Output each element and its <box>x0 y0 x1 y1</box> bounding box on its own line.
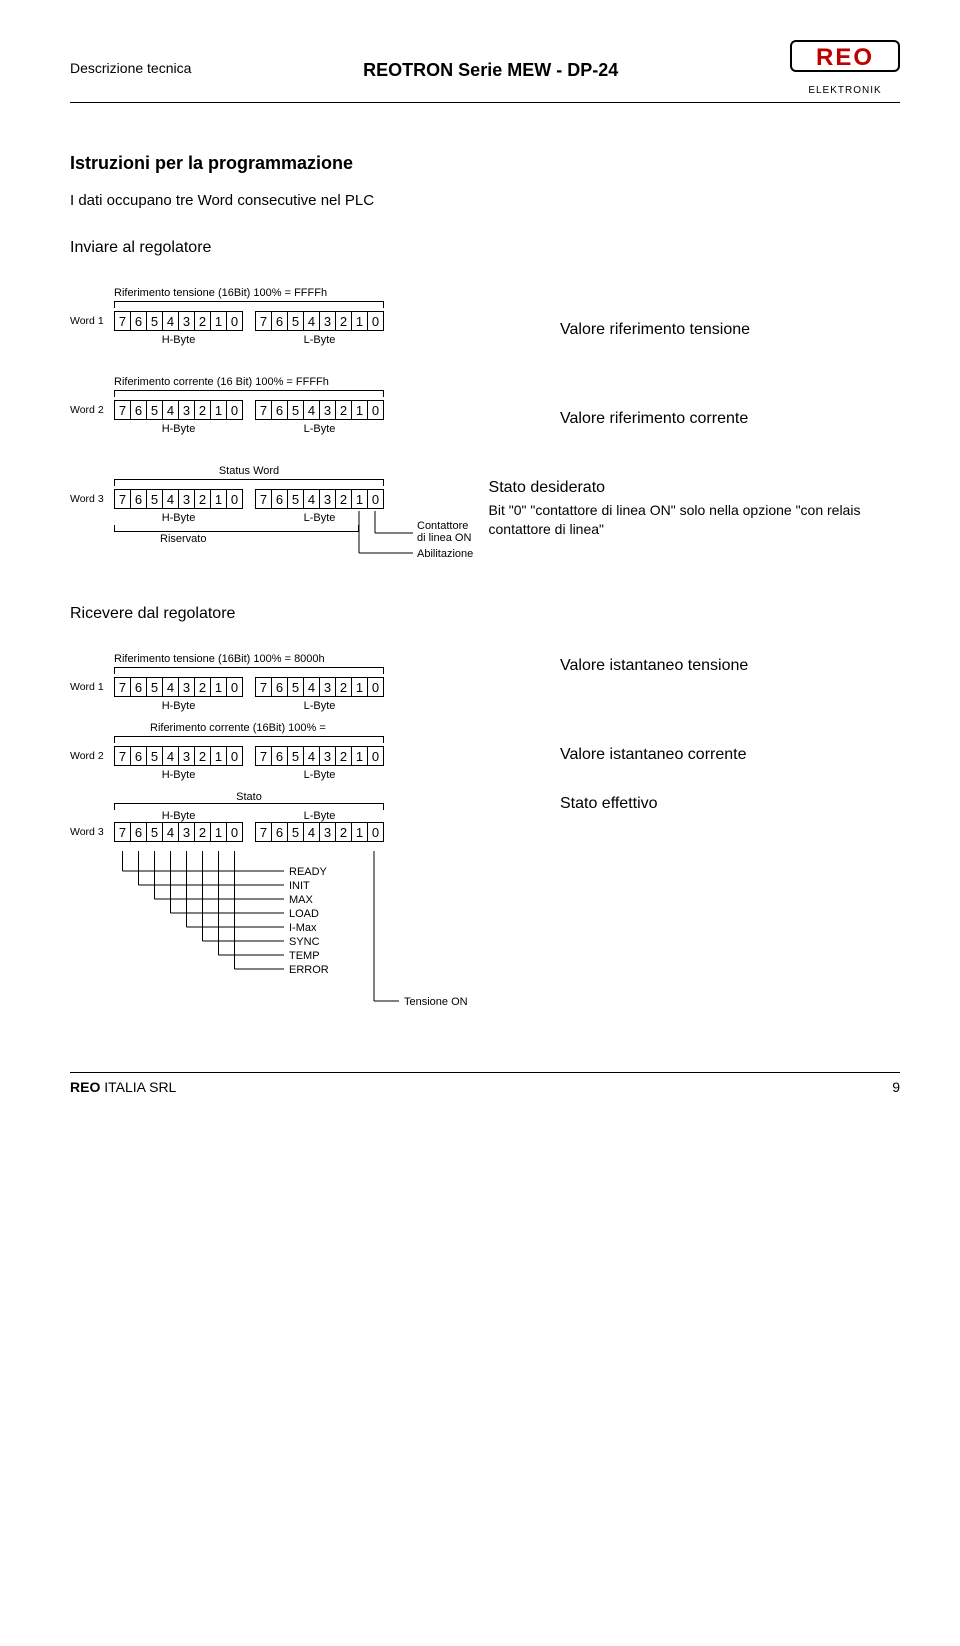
header-rule <box>70 102 900 103</box>
status-bit-label: MAX <box>289 894 314 906</box>
lbyte-label: L-Byte <box>255 334 384 346</box>
svg-text:di linea ON: di linea ON <box>417 532 471 544</box>
send-w1-lbyte: 76543210 <box>255 311 384 331</box>
subtitle: I dati occupano tre Word consecutive nel… <box>70 192 900 209</box>
recv-w3-desc: Stato effettivo <box>510 791 658 813</box>
status-bit-label: ERROR <box>289 964 329 976</box>
send-w3-caption: Status Word <box>114 465 384 477</box>
recv-w2-lbyte: 76543210 <box>255 746 384 766</box>
send-w3-desc-b: Bit "0" "contattore di linea ON" solo ne… <box>489 501 900 539</box>
recv-w1-lbyte: 76543210 <box>255 677 384 697</box>
word2-label: Word 2 <box>70 404 114 416</box>
recv-w3-hbyte: 76543210 <box>114 822 243 842</box>
status-tensione: Tensione ON <box>404 996 468 1008</box>
send-w3-hbyte: 76543210 <box>114 489 243 509</box>
send-w2-lbyte: 76543210 <box>255 400 384 420</box>
word3-label: Word 3 <box>70 493 114 505</box>
recv-w3-caption: Stato <box>114 791 384 803</box>
logo-subtext: ELEKTRONIK <box>790 85 900 96</box>
send-w1-desc: Valore riferimento tensione <box>510 287 750 339</box>
send-w2-caption: Riferimento corrente (16 Bit) 100% = FFF… <box>114 376 510 388</box>
send-w3-desc-a: Stato desiderato <box>489 479 900 497</box>
doc-header-center: REOTRON Serie MEW - DP-24 <box>363 40 618 81</box>
footer-left: REO ITALIA SRL <box>70 1079 176 1095</box>
recv-w3-lbyte: 76543210 <box>255 822 384 842</box>
send-w3-lbyte: 76543210 <box>255 489 384 509</box>
status-bits-diagram: Tensione ON READY INIT MAX LOAD I-Max SYNC TEM… <box>114 851 474 1021</box>
doc-header-left: Descrizione tecnica <box>70 40 191 76</box>
status-bit-label: I-Max <box>289 922 317 934</box>
send-w1-caption: Riferimento tensione (16Bit) 100% = FFFF… <box>114 287 510 299</box>
send-w1-hbyte: 76543210 <box>114 311 243 331</box>
recv-title: Ricevere dal regolatore <box>70 605 900 623</box>
recv-w1-hbyte: 76543210 <box>114 677 243 697</box>
send-tail-contactor: Contattore <box>417 520 468 532</box>
recv-w1-caption: Riferimento tensione (16Bit) 100% = 8000… <box>114 653 510 665</box>
recv-w2-hbyte: 76543210 <box>114 746 243 766</box>
send-w2-desc: Valore riferimento corrente <box>510 376 748 428</box>
footer-page: 9 <box>892 1079 900 1095</box>
status-bit-label: READY <box>289 866 328 878</box>
status-bit-label: LOAD <box>289 908 319 920</box>
send-w2-hbyte: 76543210 <box>114 400 243 420</box>
main-title: Istruzioni per la programmazione <box>70 153 900 174</box>
logo: REO ELEKTRONIK <box>790 40 900 96</box>
send-tail-enable: Abilitazione <box>417 548 473 560</box>
recv-w2-desc: Valore istantaneo corrente <box>510 722 746 764</box>
hbyte-label: H-Byte <box>114 334 243 346</box>
logo-text: REO <box>816 44 874 71</box>
word1-label: Word 1 <box>70 315 114 327</box>
status-bit-label: TEMP <box>289 950 320 962</box>
recv-w1-desc: Valore istantaneo tensione <box>510 653 748 675</box>
recv-w2-caption: Riferimento corrente (16Bit) 100% = <box>150 722 510 734</box>
send-title: Inviare al regolatore <box>70 239 900 257</box>
status-bit-label: INIT <box>289 880 310 892</box>
status-bit-label: SYNC <box>289 936 320 948</box>
